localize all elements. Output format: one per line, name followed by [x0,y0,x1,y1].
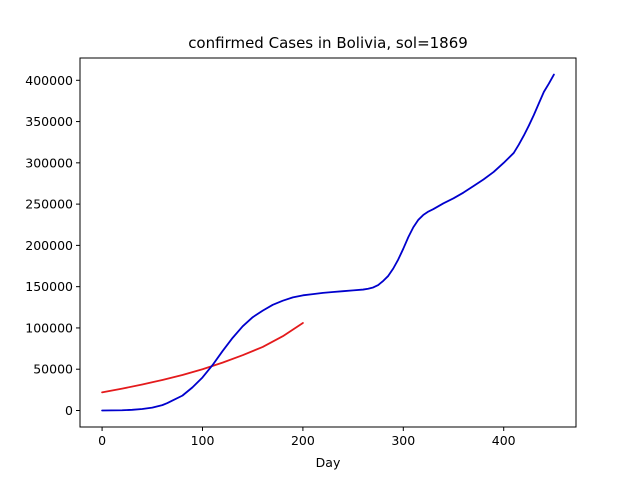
x-tick-label: 0 [98,433,106,448]
y-tick-label: 150000 [25,279,73,294]
y-tick-label: 50000 [33,362,73,377]
y-tick-label: 400000 [25,73,73,88]
x-tick-label: 200 [291,433,315,448]
series-line-2 [101,73,555,412]
axes-frame [79,57,577,428]
plot-area: 0 100 200 300 400 0 50000 100000 150000 200000 250… [25,57,577,448]
y-tick-label: 0 [65,403,73,418]
y-tick-label: 300000 [25,155,73,170]
chart-title: confirmed Cases in Bolivia, sol=1869 [188,34,468,52]
y-tick-label: 350000 [25,114,73,129]
y-tick-label: 100000 [25,320,73,335]
x-tick-label: 400 [492,433,516,448]
x-tick-label: 100 [191,433,215,448]
y-tick-label: 250000 [25,197,73,212]
x-axis-label: Day [316,455,341,470]
series-line-1 [101,322,304,394]
x-tick-label: 300 [391,433,415,448]
y-tick-label: 200000 [25,238,73,253]
